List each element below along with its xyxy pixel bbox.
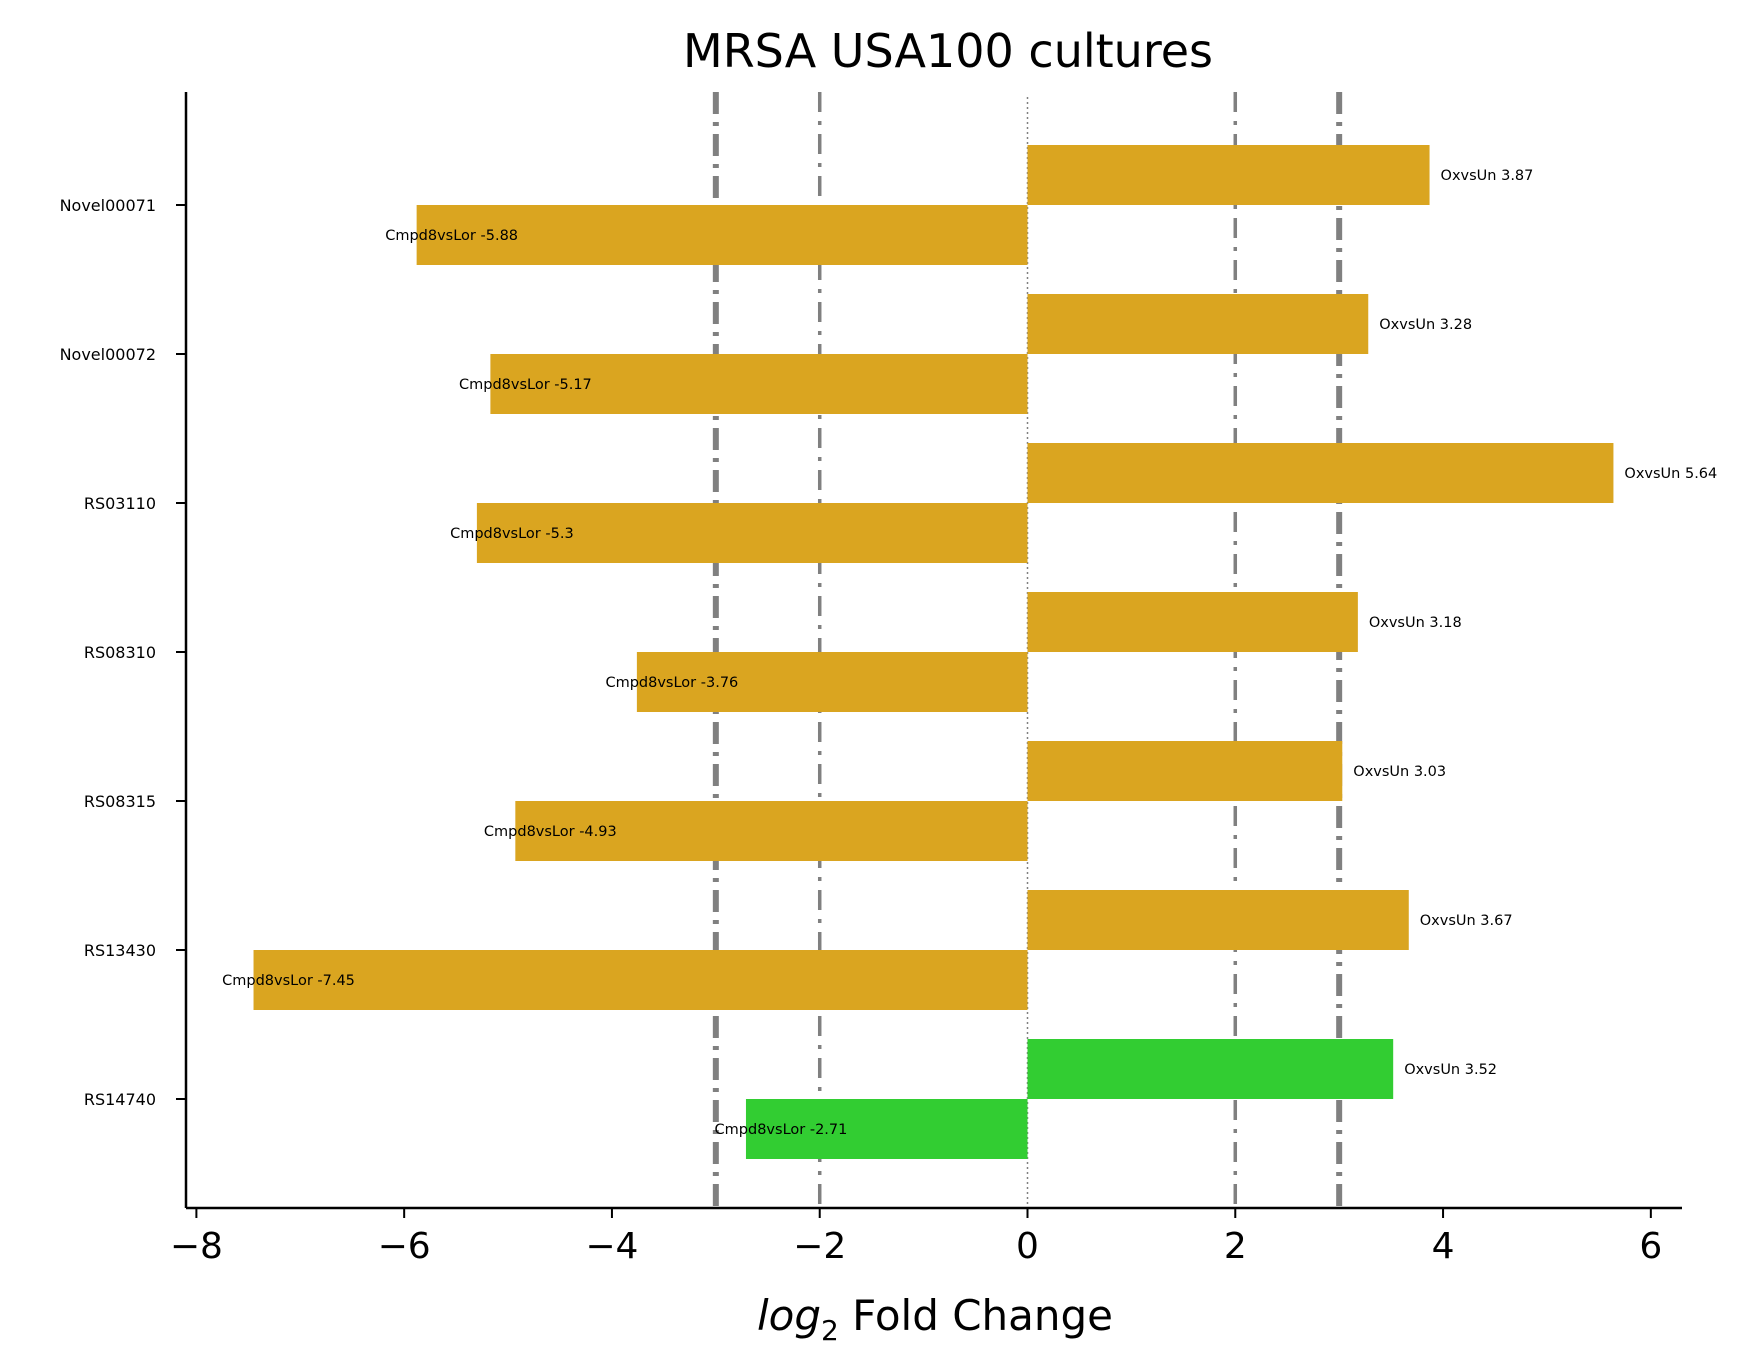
- bar-lower-0: [416, 205, 1028, 265]
- bar-labels: OxvsUn 3.87 Cmpd8vsLor -5.88 OxvsUn 3.28 Cm…: [222, 168, 1717, 1138]
- bar-label-lower-1: Cmpd8vsLor -5.17: [459, 377, 592, 393]
- bar-upper-1: [1027, 294, 1369, 354]
- x-axis-label: log2 Fold Change: [757, 1291, 1113, 1347]
- x-tick-label-3: −2: [793, 1226, 846, 1267]
- bar-label-upper-1: OxvsUn 3.28: [1379, 317, 1472, 333]
- axes: [184, 92, 1682, 1210]
- chart-title: MRSA USA100 cultures: [683, 24, 1213, 78]
- bar-upper-0: [1027, 145, 1430, 205]
- bar-label-upper-5: OxvsUn 3.67: [1420, 913, 1513, 929]
- bar-label-lower-6: Cmpd8vsLor -2.71: [715, 1122, 848, 1138]
- bar-label-lower-4: Cmpd8vsLor -4.93: [484, 824, 617, 840]
- bar-label-upper-4: OxvsUn 3.03: [1353, 764, 1446, 780]
- bar-label-lower-2: Cmpd8vsLor -5.3: [450, 526, 574, 542]
- y-tick-label-6: RS14740: [84, 1090, 156, 1109]
- x-axis-label-rest: Fold Change: [839, 1291, 1113, 1340]
- x-axis-ticks: −8 −6 −4 −2 0 2 4 6: [170, 1208, 1662, 1267]
- bar-upper-4: [1027, 741, 1343, 801]
- y-tick-label-3: RS08310: [84, 643, 156, 662]
- bar-label-upper-6: OxvsUn 3.52: [1404, 1062, 1497, 1078]
- y-tick-label-4: RS08315: [84, 792, 156, 811]
- bar-label-upper-2: OxvsUn 5.64: [1624, 466, 1717, 482]
- x-tick-label-4: 0: [1016, 1226, 1039, 1267]
- bar-lower-6: [745, 1099, 1028, 1159]
- x-axis-label-log: log: [757, 1291, 821, 1340]
- y-tick-label-0: Novel00071: [60, 196, 156, 215]
- x-tick-label-5: 2: [1224, 1226, 1247, 1267]
- bar-upper-6: [1027, 1039, 1394, 1099]
- y-tick-label-5: RS13430: [84, 941, 156, 960]
- bar-lower-3: [636, 652, 1028, 712]
- bar-label-upper-0: OxvsUn 3.87: [1441, 168, 1534, 184]
- y-axis-ticks: Novel00071 Novel00072 RS03110 RS08310 RS0831…: [60, 196, 186, 1109]
- bars: [253, 145, 1614, 1159]
- x-axis-label-sub: 2: [821, 1314, 839, 1347]
- bar-lower-5: [253, 950, 1028, 1010]
- bar-label-lower-3: Cmpd8vsLor -3.76: [605, 675, 738, 691]
- x-tick-label-7: 6: [1639, 1226, 1662, 1267]
- bar-label-lower-0: Cmpd8vsLor -5.88: [385, 228, 518, 244]
- x-tick-label-2: −4: [585, 1226, 638, 1267]
- bar-upper-5: [1027, 890, 1409, 950]
- x-tick-label-6: 4: [1432, 1226, 1455, 1267]
- y-tick-label-1: Novel00072: [60, 345, 156, 364]
- bar-upper-3: [1027, 592, 1358, 652]
- bar-lower-1: [490, 354, 1028, 414]
- y-tick-label-2: RS03110: [84, 494, 156, 513]
- bar-upper-2: [1027, 443, 1614, 503]
- x-tick-label-1: −6: [378, 1226, 431, 1267]
- bar-label-upper-3: OxvsUn 3.18: [1369, 615, 1462, 631]
- x-tick-label-0: −8: [170, 1226, 223, 1267]
- bar-label-lower-5: Cmpd8vsLor -7.45: [222, 973, 355, 989]
- bar-lower-2: [476, 503, 1028, 563]
- bar-lower-4: [515, 801, 1028, 861]
